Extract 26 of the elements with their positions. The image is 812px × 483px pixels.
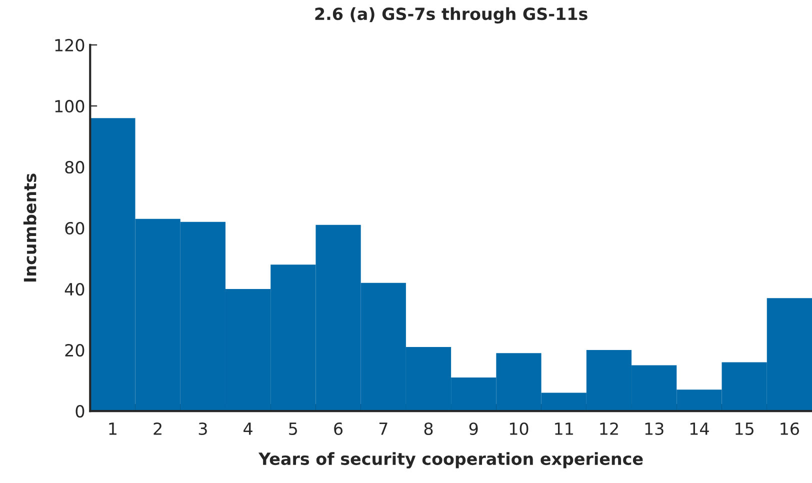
x-tick-label: 3 xyxy=(198,422,207,436)
x-tick-label: 11 xyxy=(555,422,573,435)
y-tick-label: 0 xyxy=(76,404,84,418)
x-tick-label: 8 xyxy=(424,422,433,436)
x-tick-label: 6 xyxy=(334,422,343,436)
y-tick-label: 40 xyxy=(64,282,84,296)
y-axis-title: Incumbents xyxy=(23,174,36,282)
x-tick-label: 2 xyxy=(154,422,162,435)
y-tick-label: 100 xyxy=(55,100,84,113)
x-tick-label: 16 xyxy=(780,422,799,436)
x-tick-label: 12 xyxy=(600,422,618,435)
x-axis-title: Years of security cooperation experience xyxy=(258,452,643,468)
y-tick-label: 120 xyxy=(55,38,84,52)
x-tick-label: 15 xyxy=(736,422,754,436)
x-tick-label: 10 xyxy=(510,422,528,436)
chart-title: 2.6 (a) GS-7s through GS-11s xyxy=(315,7,588,24)
y-tick-label: 60 xyxy=(65,222,84,235)
x-tick-label: 5 xyxy=(289,422,298,436)
x-tick-label: 14 xyxy=(690,422,709,435)
y-tick-label: 80 xyxy=(65,160,84,174)
x-tick-label: 9 xyxy=(469,422,478,436)
y-tick-label: 20 xyxy=(65,344,84,357)
x-tick-label: 7 xyxy=(379,422,388,435)
x-tick-label: 13 xyxy=(645,422,664,436)
x-tick-label: 1 xyxy=(109,422,116,435)
x-tick-label: 4 xyxy=(244,422,252,435)
